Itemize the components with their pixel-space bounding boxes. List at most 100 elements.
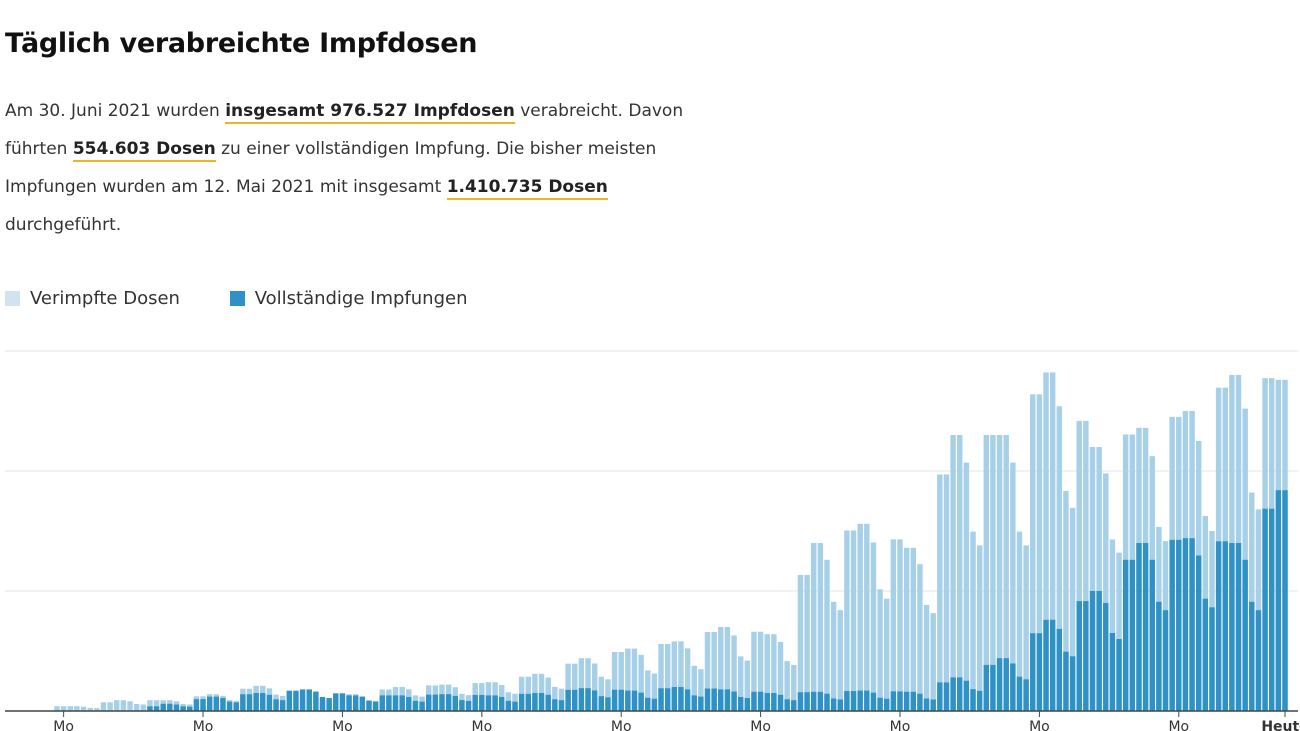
bar-verimpfte-dosen-91: [658, 643, 664, 711]
bar-vollstaendige-impfungen-97: [698, 696, 704, 711]
x-tick-label-7: Mo: [1029, 719, 1050, 731]
bar-verimpfte-dosen-115: [817, 543, 824, 711]
bar-vollstaendige-impfungen-111: [791, 700, 797, 711]
bar-verimpfte-dosen-101: [724, 627, 731, 711]
bar-verimpfte-dosen-149: [1043, 372, 1049, 711]
bar-vollstaendige-impfungen-109: [777, 694, 784, 711]
bar-vollstaendige-impfungen-26: [226, 701, 233, 711]
bar-vollstaendige-impfungen-46: [359, 696, 366, 711]
bar-vollstaendige-impfungen-120: [850, 691, 857, 711]
bar-vollstaendige-impfungen-40: [319, 696, 326, 711]
bar-verimpfte-dosen-96: [691, 665, 697, 711]
bar-verimpfte-dosen-11: [127, 701, 133, 711]
bar-vollstaendige-impfungen-79: [578, 688, 585, 711]
bar-verimpfte-dosen-136: [957, 435, 963, 711]
bar-verimpfte-dosen-118: [837, 610, 843, 711]
bar-verimpfte-dosen-128: [903, 547, 910, 711]
bar-verimpfte-dosen-135: [950, 435, 956, 711]
bar-verimpfte-dosen-125: [884, 598, 890, 711]
legend-item-verimpfte-dosen[interactable]: Verimpfte Dosen: [5, 288, 180, 309]
bar-verimpfte-dosen-92: [664, 643, 671, 711]
bar-vollstaendige-impfungen-106: [757, 691, 764, 711]
bar-vollstaendige-impfungen-77: [565, 689, 571, 711]
bar-vollstaendige-impfungen-55: [419, 701, 425, 711]
summary-text: Am 30. Juni 2021 wurden insgesamt 976.52…: [5, 92, 705, 244]
bar-vollstaendige-impfungen-119: [844, 691, 850, 711]
bar-vollstaendige-impfungen-50: [386, 695, 392, 711]
bar-vollstaendige-impfungen-95: [684, 689, 691, 711]
record-doses-highlight[interactable]: 1.410.735 Dosen: [446, 177, 608, 200]
bar-vollstaendige-impfungen-88: [638, 692, 644, 711]
bar-vollstaendige-impfungen-49: [379, 695, 385, 711]
bar-verimpfte-dosen-133: [937, 474, 943, 711]
bar-vollstaendige-impfungen-45: [352, 695, 359, 711]
bar-vollstaendige-impfungen-124: [877, 697, 883, 711]
bar-verimpfte-dosen-0: [54, 706, 60, 711]
bar-vollstaendige-impfungen-62: [465, 700, 472, 711]
bar-vollstaendige-impfungen-84: [611, 689, 618, 711]
bar-vollstaendige-impfungen-136: [957, 677, 963, 711]
bar-vollstaendige-impfungen-85: [618, 689, 624, 711]
bar-vollstaendige-impfungen-68: [505, 700, 512, 711]
bar-verimpfte-dosen-129: [910, 547, 916, 711]
bar-vollstaendige-impfungen-38: [306, 689, 312, 711]
bar-vollstaendige-impfungen-37: [299, 689, 306, 711]
bar-vollstaendige-impfungen-146: [1023, 679, 1029, 711]
bar-vollstaendige-impfungen-23: [206, 696, 213, 711]
bar-verimpfte-dosen-114: [810, 543, 817, 711]
bar-verimpfte-dosen-134: [943, 474, 950, 711]
bar-vollstaendige-impfungen-164: [1142, 543, 1149, 711]
bar-verimpfte-dosen-157: [1096, 447, 1102, 711]
x-tick-label-0: Mo: [53, 719, 74, 731]
bar-vollstaendige-impfungen-129: [910, 691, 916, 711]
bar-verimpfte-dosen-3: [74, 706, 80, 711]
bar-vollstaendige-impfungen-70: [518, 693, 525, 711]
legend-item-vollstaendige-impfungen[interactable]: Vollständige Impfungen: [229, 288, 468, 309]
bar-vollstaendige-impfungen-130: [917, 693, 923, 711]
bar-verimpfte-dosen-5: [87, 707, 93, 711]
bar-vollstaendige-impfungen-176: [1222, 541, 1228, 711]
bar-vollstaendige-impfungen-22: [200, 699, 206, 711]
bar-vollstaendige-impfungen-166: [1156, 601, 1162, 711]
x-tick-label-2: Mo: [332, 719, 353, 731]
bar-verimpfte-dosen-158: [1103, 473, 1109, 711]
bar-vollstaendige-impfungen-19: [180, 706, 186, 711]
bar-vollstaendige-impfungen-143: [1003, 658, 1009, 711]
bar-vollstaendige-impfungen-178: [1235, 543, 1242, 711]
bar-verimpfte-dosen-113: [804, 574, 810, 711]
bar-verimpfte-dosen-99: [711, 632, 717, 711]
bar-verimpfte-dosen-139: [976, 545, 983, 711]
bar-vollstaendige-impfungen-81: [591, 690, 598, 711]
x-tick-label-1: Mo: [193, 719, 214, 731]
bar-verimpfte-dosen-89: [645, 670, 651, 711]
bar-verimpfte-dosen-82: [598, 676, 605, 711]
bar-vollstaendige-impfungen-16: [160, 703, 166, 711]
bar-vollstaendige-impfungen-121: [857, 690, 863, 711]
bar-verimpfte-dosen-81: [591, 663, 598, 711]
bar-vollstaendige-impfungen-67: [499, 696, 505, 711]
bar-verimpfte-dosen-112: [797, 574, 804, 711]
bar-vollstaendige-impfungen-96: [691, 695, 697, 711]
x-tick-label-4: Mo: [611, 719, 632, 731]
bar-verimpfte-dosen-8: [107, 702, 113, 711]
bar-verimpfte-dosen-78: [572, 663, 578, 711]
total-doses-highlight[interactable]: insgesamt 976.527 Impfdosen: [225, 101, 515, 124]
bar-vollstaendige-impfungen-144: [1010, 663, 1016, 711]
summary-part-1: Am 30. Juni 2021 wurden: [5, 101, 226, 121]
bar-vollstaendige-impfungen-58: [439, 694, 445, 711]
bar-vollstaendige-impfungen-47: [366, 700, 372, 711]
bar-verimpfte-dosen-117: [830, 601, 837, 711]
bar-verimpfte-dosen-13: [140, 704, 147, 711]
bar-vollstaendige-impfungen-108: [771, 693, 777, 711]
bar-verimpfte-dosen-123: [870, 542, 877, 711]
complete-doses-highlight[interactable]: 554.603 Dosen: [72, 139, 216, 162]
bar-vollstaendige-impfungen-33: [273, 699, 279, 711]
bar-verimpfte-dosen-111: [791, 664, 797, 711]
bar-vollstaendige-impfungen-163: [1136, 543, 1142, 711]
bar-verimpfte-dosen-160: [1116, 552, 1122, 711]
bar-verimpfte-dosen-141: [990, 435, 996, 711]
bar-verimpfte-dosen-107: [764, 634, 770, 711]
bar-vollstaendige-impfungen-27: [233, 702, 239, 711]
bar-vollstaendige-impfungen-66: [492, 695, 498, 711]
bar-vollstaendige-impfungen-94: [678, 687, 684, 711]
